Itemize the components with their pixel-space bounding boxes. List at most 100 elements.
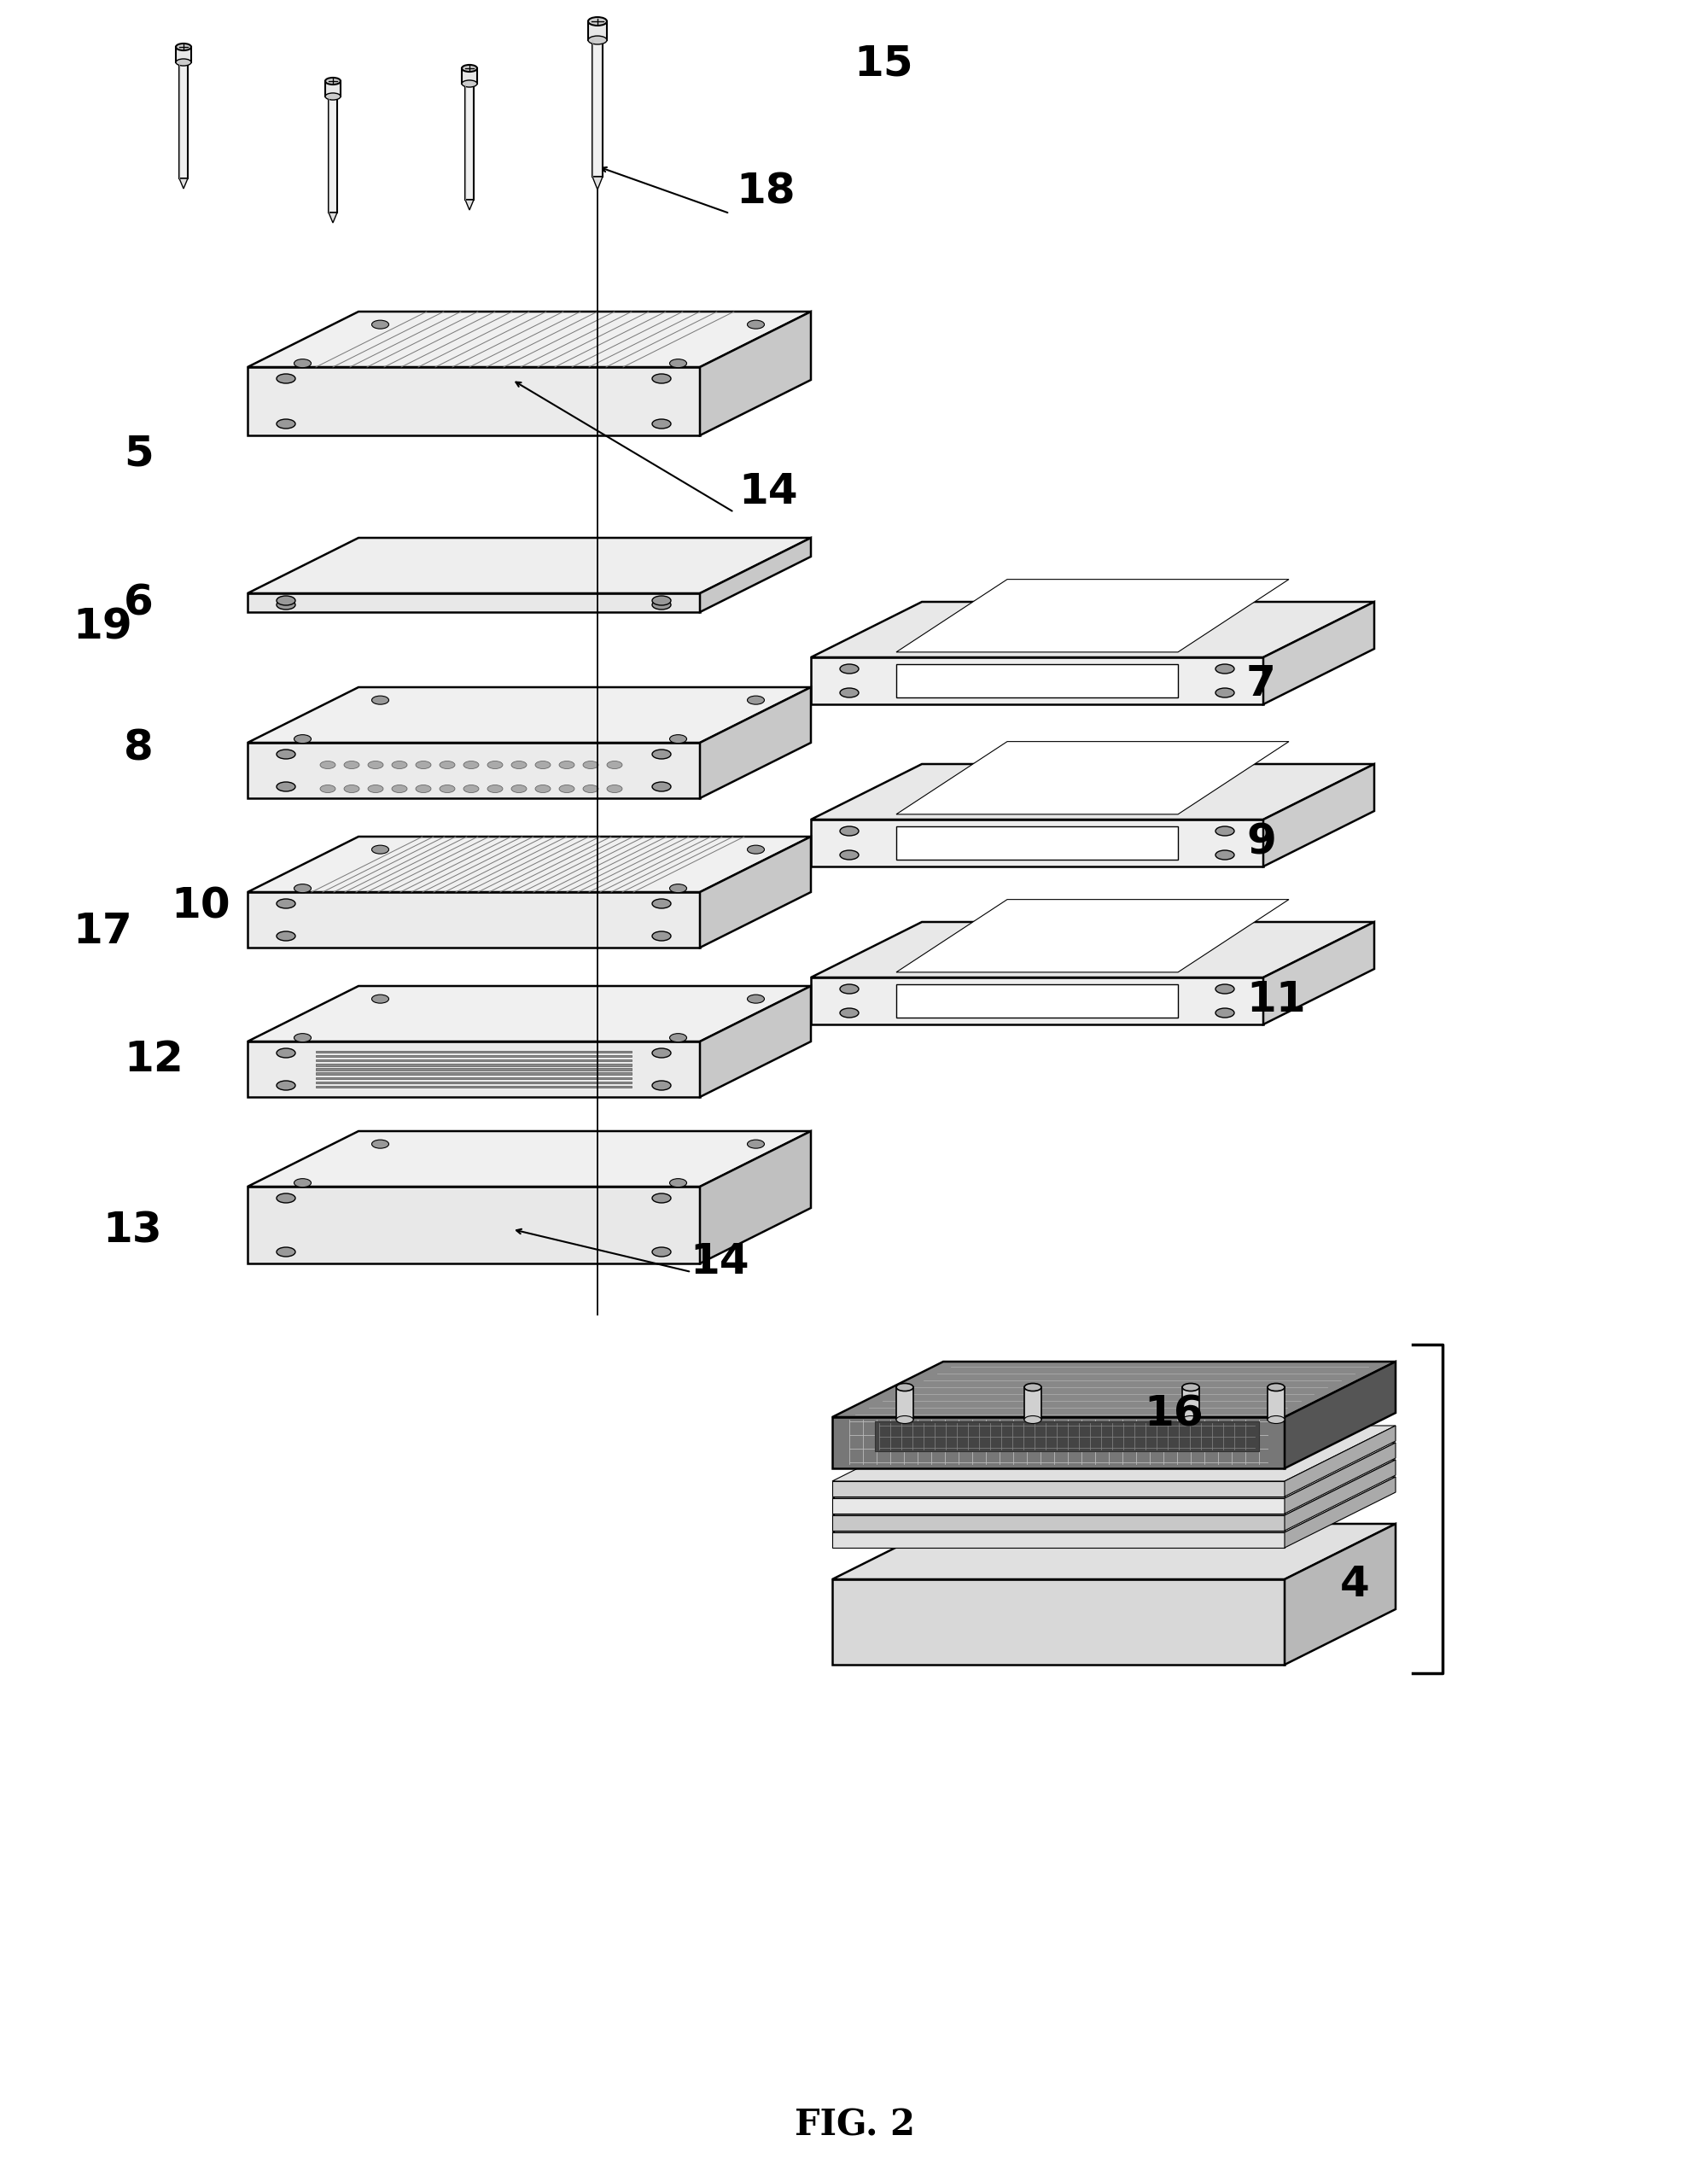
Ellipse shape	[652, 1248, 671, 1257]
Ellipse shape	[748, 321, 765, 329]
Polygon shape	[328, 212, 336, 223]
Bar	[248, 367, 700, 436]
Ellipse shape	[1216, 851, 1235, 860]
Polygon shape	[1284, 1442, 1395, 1514]
Ellipse shape	[391, 786, 407, 792]
Text: FIG. 2: FIG. 2	[794, 2108, 914, 2143]
Ellipse shape	[670, 1034, 687, 1043]
Ellipse shape	[670, 1178, 687, 1187]
Bar	[316, 1050, 632, 1052]
Ellipse shape	[748, 844, 765, 853]
Bar	[1182, 1388, 1199, 1420]
Ellipse shape	[343, 762, 359, 768]
Ellipse shape	[652, 781, 671, 792]
Ellipse shape	[277, 419, 295, 428]
Polygon shape	[593, 177, 603, 190]
Polygon shape	[1284, 1362, 1395, 1468]
Ellipse shape	[277, 596, 295, 604]
Ellipse shape	[294, 360, 311, 367]
Polygon shape	[248, 986, 811, 1041]
Bar	[461, 68, 477, 83]
Text: 19: 19	[72, 607, 132, 648]
Bar	[316, 1074, 632, 1076]
Polygon shape	[465, 201, 473, 209]
Ellipse shape	[1025, 1416, 1042, 1423]
Ellipse shape	[582, 786, 598, 792]
Ellipse shape	[277, 1080, 295, 1091]
Polygon shape	[1284, 1425, 1395, 1497]
Bar	[176, 48, 191, 63]
Bar	[593, 39, 603, 177]
Bar	[179, 63, 188, 179]
Ellipse shape	[748, 995, 765, 1004]
Ellipse shape	[463, 786, 478, 792]
Text: 5: 5	[123, 432, 154, 473]
Ellipse shape	[606, 762, 622, 768]
Bar	[248, 892, 700, 947]
Ellipse shape	[1267, 1383, 1284, 1392]
Polygon shape	[897, 580, 1290, 652]
Polygon shape	[248, 537, 811, 594]
Ellipse shape	[372, 321, 389, 329]
Ellipse shape	[652, 932, 671, 940]
Bar	[897, 827, 1179, 860]
Ellipse shape	[277, 781, 295, 792]
Ellipse shape	[535, 762, 550, 768]
Polygon shape	[1284, 1460, 1395, 1530]
Ellipse shape	[487, 762, 502, 768]
Ellipse shape	[652, 1194, 671, 1202]
Ellipse shape	[319, 762, 335, 768]
Ellipse shape	[277, 373, 295, 384]
Text: 16: 16	[1144, 1392, 1202, 1434]
Text: 4: 4	[1341, 1564, 1370, 1606]
Ellipse shape	[367, 786, 383, 792]
Bar	[811, 820, 1264, 866]
Ellipse shape	[461, 81, 477, 87]
Ellipse shape	[1216, 827, 1235, 836]
Polygon shape	[811, 764, 1375, 820]
Bar	[832, 1482, 1284, 1497]
Polygon shape	[811, 923, 1375, 978]
Bar	[325, 81, 340, 96]
Ellipse shape	[1267, 1416, 1284, 1423]
Bar	[897, 1388, 914, 1420]
Polygon shape	[897, 899, 1290, 973]
Ellipse shape	[277, 1194, 295, 1202]
Polygon shape	[700, 312, 811, 436]
Ellipse shape	[588, 17, 606, 26]
Ellipse shape	[372, 844, 389, 853]
Ellipse shape	[748, 696, 765, 705]
Text: 9: 9	[1247, 820, 1276, 862]
Bar	[832, 1580, 1284, 1665]
Bar	[248, 594, 700, 613]
Ellipse shape	[461, 65, 477, 72]
Ellipse shape	[652, 419, 671, 428]
Ellipse shape	[559, 786, 574, 792]
Ellipse shape	[294, 1178, 311, 1187]
Polygon shape	[897, 742, 1290, 814]
Polygon shape	[1284, 1523, 1395, 1665]
Ellipse shape	[1182, 1416, 1199, 1423]
Ellipse shape	[511, 762, 526, 768]
Ellipse shape	[325, 79, 340, 85]
Text: 17: 17	[72, 910, 132, 951]
Polygon shape	[1264, 923, 1375, 1023]
Text: 10: 10	[171, 886, 231, 925]
Ellipse shape	[439, 762, 454, 768]
Ellipse shape	[670, 360, 687, 367]
Bar	[832, 1514, 1284, 1530]
Polygon shape	[1264, 764, 1375, 866]
Bar	[832, 1416, 1284, 1468]
Polygon shape	[248, 687, 811, 742]
Bar	[1025, 1388, 1042, 1420]
Ellipse shape	[391, 762, 407, 768]
Ellipse shape	[372, 995, 389, 1004]
Ellipse shape	[588, 35, 606, 44]
Text: 7: 7	[1247, 663, 1276, 705]
Polygon shape	[832, 1362, 1395, 1416]
Ellipse shape	[176, 59, 191, 65]
Ellipse shape	[652, 1047, 671, 1058]
Ellipse shape	[652, 899, 671, 908]
Ellipse shape	[652, 600, 671, 609]
Ellipse shape	[277, 1248, 295, 1257]
